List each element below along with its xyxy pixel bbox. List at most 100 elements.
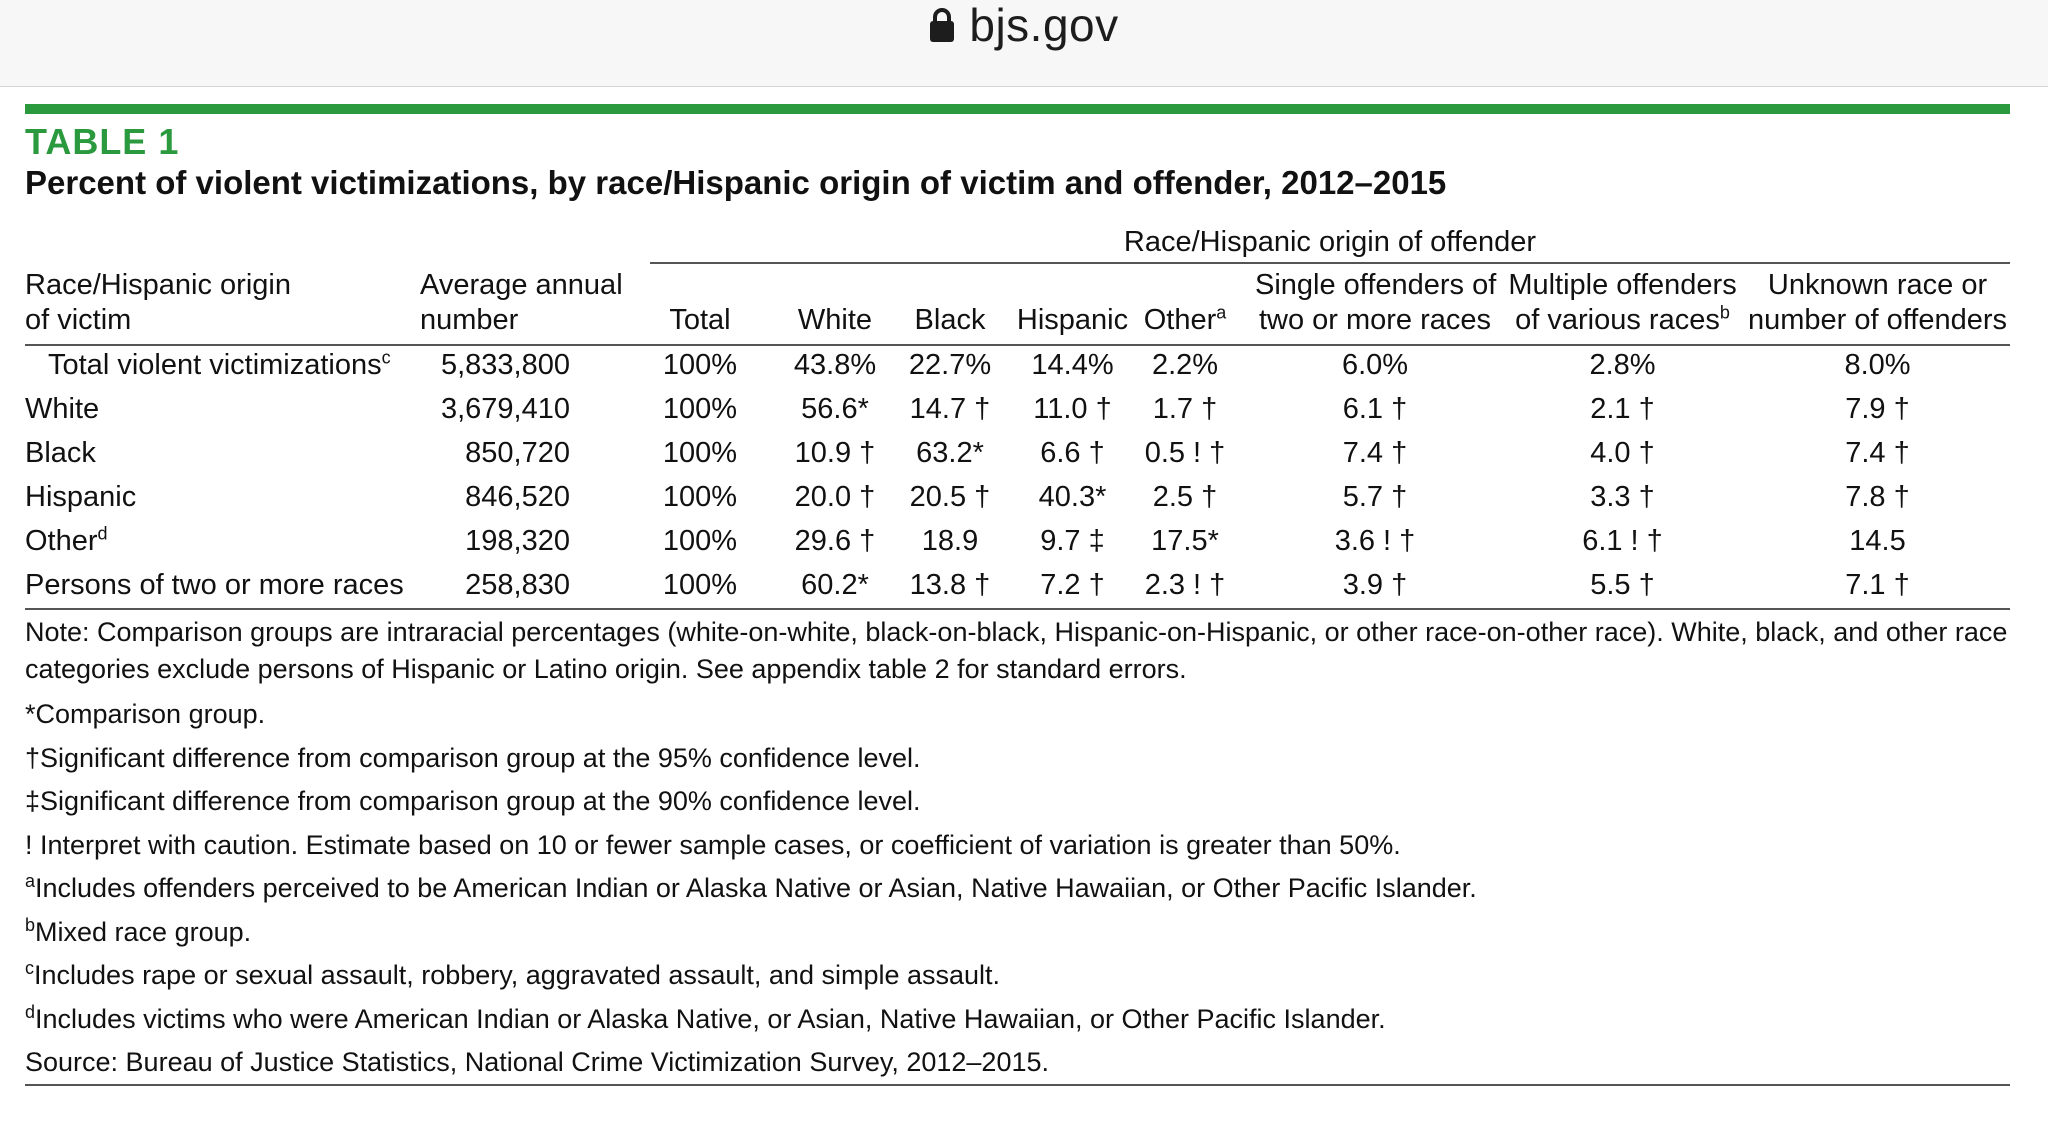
- header-unknown: Unknown race or number of offenders: [1745, 268, 2010, 338]
- group-header: Race/Hispanic origin of offender: [1123, 226, 1537, 258]
- header-single-line1: Single offenders of: [1255, 269, 1497, 301]
- footnote-d-mark: d: [25, 1001, 36, 1022]
- footnote-b-mark: b: [25, 914, 36, 935]
- header-multiple-line2: of various racesb: [1505, 303, 1740, 338]
- cell-total: 100%: [662, 437, 738, 469]
- cell-multiple: 6.1 ! †: [1582, 525, 1663, 557]
- cell-other: 2.2%: [1151, 349, 1219, 381]
- cell-average: 846,520: [465, 481, 570, 513]
- cell-other: 2.5 †: [1152, 481, 1218, 513]
- note-sig95: †Significant difference from comparison …: [25, 742, 921, 773]
- cell-total: 100%: [662, 349, 738, 381]
- cell-single: 5.7 †: [1342, 481, 1408, 513]
- note-text: Note: Comparison groups are intraracial …: [25, 617, 2008, 684]
- note-sig90: ‡Significant difference from comparison …: [25, 786, 921, 816]
- footnote-c-text: Includes rape or sexual assault, robbery…: [34, 960, 1001, 990]
- cell-average: 198,320: [465, 525, 570, 557]
- header-average-line2: number: [420, 304, 519, 336]
- row-label-footnote: c: [381, 347, 391, 368]
- cell-unknown: 7.4 †: [1845, 437, 1910, 469]
- header-average-line1: Average annual: [420, 269, 623, 301]
- header-total: Total: [669, 304, 731, 336]
- row-label-text: Black: [25, 437, 96, 469]
- header-hispanic: Hispanic: [1016, 304, 1129, 336]
- cell-unknown: 14.5: [1849, 525, 1906, 557]
- cell-single: 3.9 †: [1342, 569, 1408, 601]
- row-label: Hispanic: [25, 481, 136, 514]
- header-other-label: Other: [1143, 304, 1217, 336]
- group-header-rule: [650, 262, 2010, 264]
- header-single: Single offenders of two or more races: [1255, 268, 1497, 338]
- cell-total: 100%: [662, 525, 738, 557]
- cell-hispanic: 11.0 †: [1033, 393, 1112, 425]
- table-accent-bar: [25, 104, 2010, 114]
- row-label: Otherd: [25, 523, 108, 558]
- table-label: TABLE 1: [25, 121, 180, 162]
- cell-other: 0.5 ! †: [1144, 437, 1226, 469]
- cell-total: 100%: [662, 393, 738, 425]
- cell-single: 6.1 †: [1342, 393, 1408, 425]
- row-label: Total violent victimizationsc: [48, 347, 391, 382]
- cell-white: 60.2*: [801, 569, 869, 601]
- header-multiple-line1: Multiple offenders: [1508, 269, 1737, 301]
- cell-multiple: 2.8%: [1589, 349, 1656, 381]
- header-white: White: [797, 304, 873, 336]
- footnote-a-mark: a: [25, 871, 36, 891]
- footnote-c: cIncludes rape or sexual assault, robber…: [25, 954, 2015, 998]
- cell-white: 20.0 †: [794, 481, 876, 513]
- cell-average: 850,720: [465, 437, 570, 469]
- cell-multiple: 5.5 †: [1590, 569, 1655, 601]
- cell-unknown: 8.0%: [1844, 349, 1911, 381]
- notes-bottom-rule: [25, 1084, 2010, 1086]
- cell-average: 5,833,800: [440, 349, 570, 381]
- header-unknown-line2: number of offenders: [1747, 304, 2008, 336]
- cell-hispanic: 6.6 †: [1040, 437, 1105, 469]
- cell-unknown: 7.9 †: [1845, 393, 1910, 425]
- cell-multiple: 4.0 †: [1590, 437, 1655, 469]
- row-label-text: Total violent victimizations: [48, 349, 382, 381]
- cell-white: 10.9 †: [794, 437, 876, 469]
- header-multiple: Multiple offenders of various racesb: [1505, 268, 1740, 338]
- header-victim-line2: of victim: [25, 304, 132, 336]
- cell-hispanic: 9.7 ‡: [1040, 525, 1105, 557]
- cell-multiple: 2.1 †: [1590, 393, 1655, 425]
- footnote-c-mark: c: [25, 958, 34, 978]
- url-domain: bjs.gov: [969, 0, 1119, 51]
- row-label-text: Persons of two or more races: [25, 569, 404, 601]
- cell-average: 258,830: [465, 569, 570, 601]
- header-victim-line1: Race/Hispanic origin: [25, 269, 291, 301]
- cell-other: 2.3 ! †: [1144, 569, 1226, 601]
- header-multiple-line2-text: of various races: [1515, 304, 1720, 336]
- header-other-footnote: a: [1216, 302, 1227, 323]
- header-other: Othera: [1135, 303, 1235, 338]
- cell-total: 100%: [662, 569, 738, 601]
- row-label-footnote: d: [97, 523, 108, 544]
- header-black: Black: [914, 304, 986, 336]
- table-title: Percent of violent victimizations, by ra…: [25, 164, 1447, 201]
- cell-white: 56.6*: [801, 393, 869, 425]
- note-caution: ! Interpret with caution. Estimate based…: [25, 829, 1401, 860]
- cell-black: 20.5 †: [909, 481, 991, 513]
- footnote-b: bMixed race group.: [25, 911, 2015, 955]
- footnote-a-text: Includes offenders perceived to be Ameri…: [35, 873, 1477, 903]
- row-label-text: White: [25, 393, 100, 425]
- cell-average: 3,679,410: [440, 393, 570, 425]
- cell-single: 7.4 †: [1342, 437, 1408, 469]
- header-rule: [25, 344, 2010, 346]
- cell-black: 22.7%: [908, 349, 992, 381]
- row-label: Black: [25, 437, 96, 470]
- cell-unknown: 7.1 †: [1845, 569, 1910, 601]
- cell-black: 14.7 †: [909, 393, 991, 425]
- address-bar[interactable]: bjs.gov: [0, 0, 2048, 87]
- header-single-line2: two or more races: [1258, 304, 1492, 336]
- header-multiple-footnote: b: [1719, 302, 1730, 323]
- cell-white: 43.8%: [793, 349, 877, 381]
- row-label: White: [25, 393, 99, 426]
- cell-unknown: 7.8 †: [1845, 481, 1910, 513]
- row-label-text: Hispanic: [25, 481, 137, 513]
- cell-black: 13.8 †: [909, 569, 991, 601]
- cell-single: 3.6 ! †: [1334, 525, 1416, 557]
- row-label-text: Other: [25, 525, 98, 557]
- header-average: Average annual number: [420, 268, 623, 338]
- footnote-b-text: Mixed race group.: [35, 916, 252, 947]
